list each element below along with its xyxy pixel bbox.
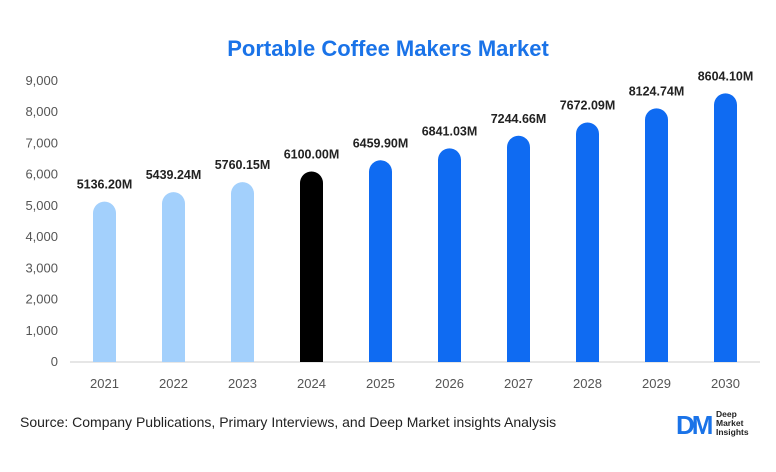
bar-2029 bbox=[645, 108, 668, 362]
bar-2021 bbox=[93, 201, 117, 362]
bars bbox=[93, 93, 737, 362]
data-label-2023: 5760.15M bbox=[215, 158, 271, 172]
x-tick-label-2025: 2025 bbox=[366, 376, 395, 391]
bar-2024 bbox=[300, 171, 323, 362]
data-label-2027: 7244.66M bbox=[491, 112, 547, 126]
data-label-2021: 5136.20M bbox=[77, 178, 133, 192]
x-tick-label-2024: 2024 bbox=[297, 376, 326, 391]
data-label-2026: 6841.03M bbox=[422, 124, 478, 138]
data-label-2030: 8604.10M bbox=[698, 69, 754, 83]
data-label-2029: 8124.74M bbox=[629, 84, 685, 98]
y-axis-ticks: 0 1,000 2,000 3,000 4,000 5,000 6,000 7,000 8,00… bbox=[25, 73, 58, 369]
y-tick-label: 2,000 bbox=[25, 292, 58, 307]
bar-2030 bbox=[714, 93, 737, 362]
logo-line-1: Deep bbox=[716, 409, 737, 419]
y-tick-label: 6,000 bbox=[25, 167, 58, 182]
chart-title: Portable Coffee Makers Market bbox=[227, 36, 549, 61]
y-tick-label: 1,000 bbox=[25, 323, 58, 338]
y-tick-label: 7,000 bbox=[25, 135, 58, 150]
logo-text: Deep Market Insights bbox=[716, 410, 749, 437]
bar-2028 bbox=[576, 122, 599, 362]
x-tick-label-2026: 2026 bbox=[435, 376, 464, 391]
x-tick-label-2029: 2029 bbox=[642, 376, 671, 391]
y-tick-label: 0 bbox=[51, 354, 58, 369]
x-tick-label-2021: 2021 bbox=[90, 376, 119, 391]
bar-2022 bbox=[162, 192, 185, 362]
data-label-2028: 7672.09M bbox=[560, 98, 616, 112]
y-tick-label: 5,000 bbox=[25, 198, 58, 213]
x-axis-ticks: 2021 2022 2023 2024 2025 2026 2027 2028 2029 2030 bbox=[90, 376, 740, 391]
y-tick-label: 9,000 bbox=[25, 73, 58, 88]
bar-2023 bbox=[231, 182, 254, 362]
data-labels: 5136.20M 5439.24M 5760.15M 6100.00M 6459.90M… bbox=[77, 69, 754, 191]
bar-2025 bbox=[369, 160, 392, 362]
logo-line-3: Insights bbox=[716, 427, 749, 437]
source-label: Source bbox=[20, 414, 65, 430]
bar-2027 bbox=[507, 135, 530, 362]
x-tick-label-2028: 2028 bbox=[573, 376, 602, 391]
x-tick-label-2022: 2022 bbox=[159, 376, 188, 391]
bar-2026 bbox=[438, 148, 461, 362]
data-label-2022: 5439.24M bbox=[146, 168, 202, 182]
logo: DM Deep Market Insights bbox=[676, 408, 766, 442]
x-tick-label-2023: 2023 bbox=[228, 376, 257, 391]
logo-mark: DM bbox=[676, 410, 713, 440]
bar-chart: 0 1,000 2,000 3,000 4,000 5,000 6,000 7,000 8,00… bbox=[25, 69, 760, 391]
data-label-2024: 6100.00M bbox=[284, 148, 340, 162]
source-note: Source: Company Publications, Primary In… bbox=[20, 414, 556, 430]
y-tick-label: 3,000 bbox=[25, 260, 58, 275]
y-tick-label: 4,000 bbox=[25, 229, 58, 244]
data-label-2025: 6459.90M bbox=[353, 136, 409, 150]
source-text: : Company Publications, Primary Intervie… bbox=[64, 414, 557, 430]
y-tick-label: 8,000 bbox=[25, 104, 58, 119]
x-tick-label-2027: 2027 bbox=[504, 376, 533, 391]
logo-line-2: Market bbox=[716, 418, 744, 428]
x-tick-label-2030: 2030 bbox=[711, 376, 740, 391]
